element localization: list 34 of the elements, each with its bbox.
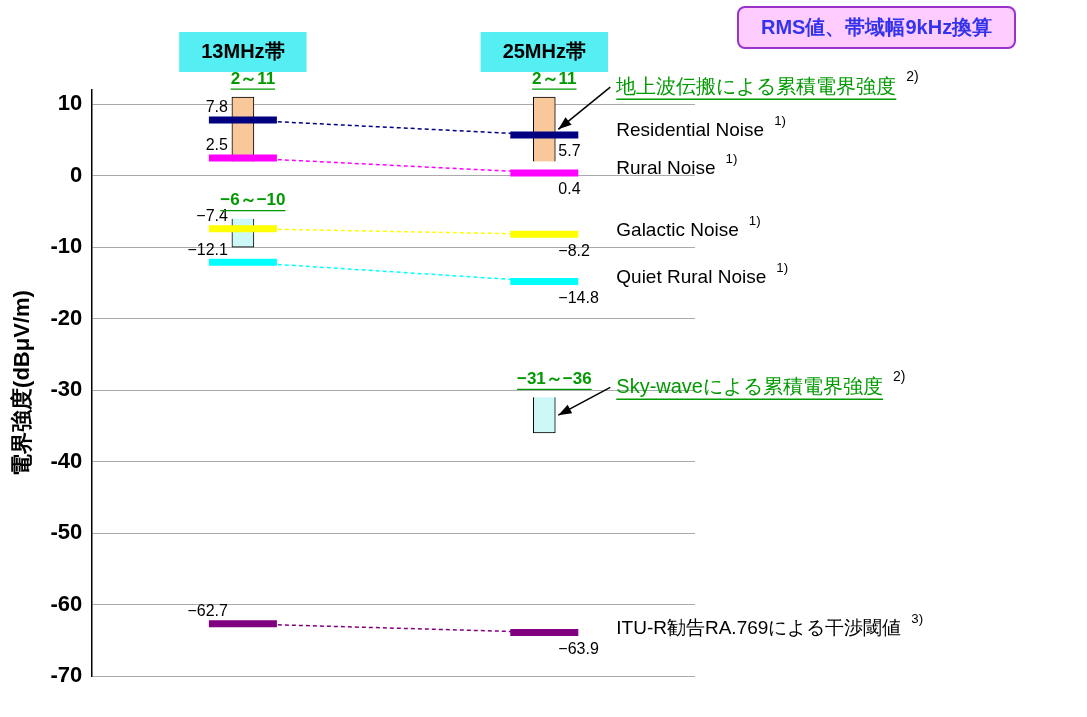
text: Sky-waveによる累積電界強度 2) (616, 368, 906, 397)
data-label: −12.1 (187, 240, 228, 258)
legend-label: Rural Noise 1) (616, 151, 738, 179)
data-label: 2.5 (205, 136, 228, 154)
x-tick-label: 25MHz帯 (502, 39, 586, 62)
data-label: −62.7 (187, 602, 228, 620)
y-axis-title: 電界強度(dBμV/m) (9, 290, 35, 476)
annotation: −31～−36 (516, 368, 592, 388)
annotation: −6～−10 (220, 190, 286, 210)
y-tick-label: -10 (50, 233, 83, 259)
y-tick-label: -40 (50, 447, 83, 473)
legend-label: Galactic Noise 1) (616, 212, 761, 240)
data-label: 5.7 (558, 142, 581, 160)
data-label: −7.4 (196, 207, 228, 225)
y-tick-label: -70 (50, 662, 83, 688)
legend-label: ITU-R勧告RA.769による干渉閾値 3) (616, 610, 924, 638)
legend-label: Quiet Rural Noise 1) (616, 259, 789, 287)
y-tick-label: -30 (50, 376, 83, 402)
data-label: −63.9 (558, 639, 599, 657)
data-label: −8.2 (558, 241, 590, 259)
annotation: 2～11 (230, 68, 276, 88)
y-tick-label: -60 (50, 590, 83, 616)
text: 地上波伝搬による累積電界強度 2) (615, 68, 919, 97)
data-label: 7.8 (205, 98, 228, 116)
x-tick-label: 13MHz帯 (201, 39, 285, 62)
data-label: 0.4 (558, 180, 581, 198)
annotation: 2～11 (532, 68, 577, 88)
y-tick-label: 0 (69, 161, 83, 187)
legend-label: Residential Noise 1) (616, 113, 786, 141)
text: RMS値、帯域幅9kHz換算 (737, 6, 1017, 49)
y-tick-label: -50 (50, 519, 83, 545)
y-tick-label: 10 (57, 90, 83, 116)
y-tick-label: -20 (50, 304, 83, 330)
data-label: −14.8 (558, 288, 599, 306)
